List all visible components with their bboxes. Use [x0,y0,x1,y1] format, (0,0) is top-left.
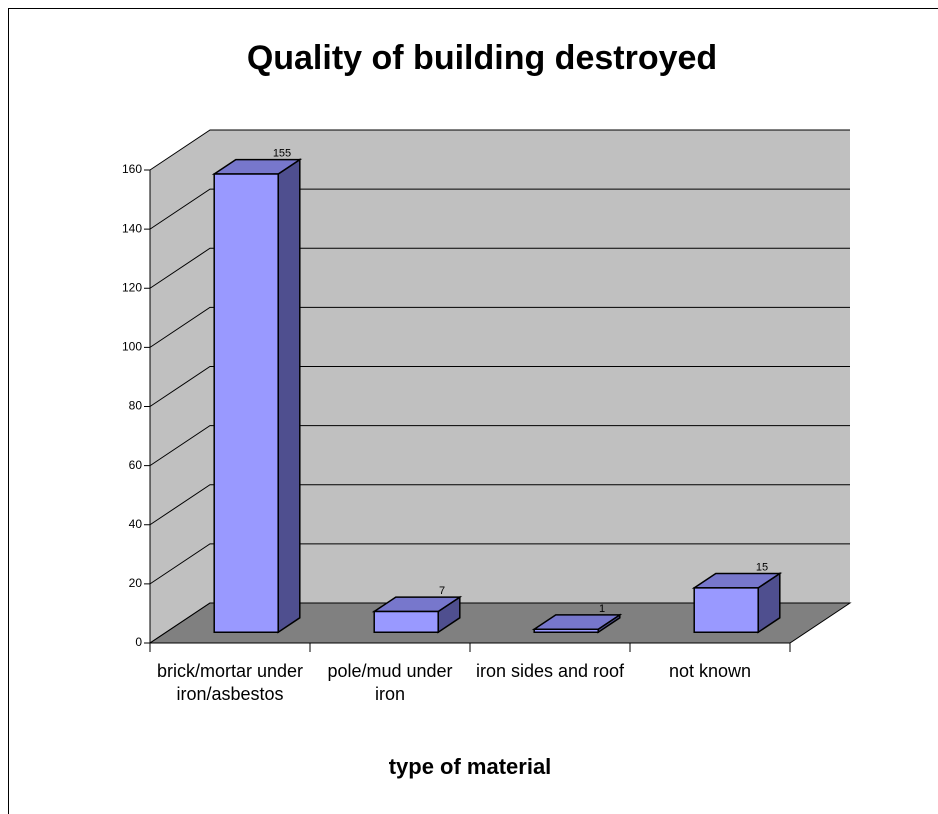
bar [691,572,783,634]
bar-front [693,587,759,633]
grid-line [149,188,850,230]
bar-front [213,173,279,633]
y-tick-label: 120 [122,280,142,294]
value-label: 155 [273,148,291,160]
value-label: 15 [756,562,768,574]
bar-side [277,158,301,634]
grid-line [149,129,850,171]
grid-line [149,602,850,644]
grid-line [149,425,850,467]
y-tick-label: 100 [122,340,142,354]
bar [211,158,303,634]
bar-front [373,610,439,633]
chart-title: Quality of building destroyed [247,39,717,77]
y-tick-label: 20 [129,576,143,590]
value-label: 7 [439,585,445,597]
chart-border [8,8,938,814]
y-tick-label: 0 [135,635,142,649]
x-axis-title: type of material [389,754,552,779]
x-tick-label: pole/mud under iron [327,661,453,704]
grid-line [149,484,850,526]
y-tick-label: 160 [122,162,142,176]
grid-line [149,247,850,289]
bar-front [533,628,599,633]
y-tick-label: 60 [129,458,143,472]
y-tick-label: 80 [129,399,143,413]
x-tick-label: brick/mortar under iron/asbestos [156,661,304,704]
bar [371,595,463,634]
x-tick-label: iron sides and roof [475,661,625,681]
value-label: 1 [599,603,605,615]
grid-line [149,366,850,407]
y-tick-label: 40 [129,517,143,531]
bar [531,613,623,634]
grid-line [149,543,850,585]
x-tick-label: not known [668,661,752,681]
grid-line [149,306,850,348]
y-tick-label: 140 [122,221,142,235]
